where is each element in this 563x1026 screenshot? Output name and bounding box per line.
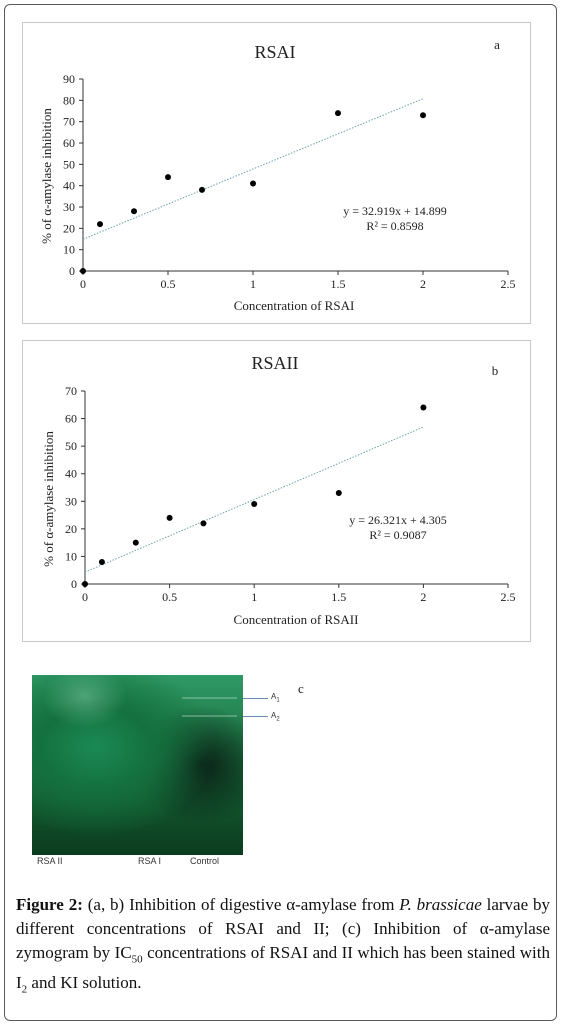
caption-species: P. brassicae bbox=[399, 895, 482, 914]
chart-b-equation: y = 26.321x + 4.305 bbox=[349, 513, 447, 527]
chart-a-data-point bbox=[131, 208, 137, 215]
caption-part-3: concentrations of RSAI and II which has … bbox=[16, 943, 550, 993]
chart-b-svg: RSAII b Concentration of RSAII % of α-am… bbox=[41, 353, 516, 627]
zymogram-band-a1 bbox=[182, 697, 237, 699]
band-a1-pointer bbox=[243, 698, 268, 699]
zymogram-image bbox=[32, 675, 243, 855]
chart-a-plot: 0 0.5 1 1.5 2 2.5 0 10 20 30 40 50 60 70 80 90 bbox=[63, 72, 516, 291]
panel-label-c: c bbox=[298, 681, 304, 696]
lane-label-rsa-ii: RSA II bbox=[37, 856, 63, 866]
chart-b-r-squared: R² = 0.9087 bbox=[369, 528, 426, 542]
chart-b-x-tick-label: 1 bbox=[251, 590, 257, 604]
chart-b-y-tick-label: 0 bbox=[71, 577, 77, 591]
chart-a-y-tick-label: 70 bbox=[63, 115, 75, 129]
chart-b-ylabel: % of α-amylase inhibition bbox=[41, 431, 56, 567]
chart-a-svg: RSAI a Concentration of RSAI % of α-amyl… bbox=[39, 37, 516, 313]
chart-a-x-tick-label: 0 bbox=[80, 277, 86, 291]
chart-b-x-tick-label: 2.5 bbox=[501, 590, 516, 604]
chart-b-data-point bbox=[335, 490, 342, 497]
chart-b-y-tick-label: 20 bbox=[65, 522, 77, 536]
chart-a-xlabel: Concentration of RSAI bbox=[234, 298, 355, 313]
caption-part-4: and KI solution. bbox=[27, 973, 142, 993]
chart-b-y-tick-label: 30 bbox=[65, 494, 77, 508]
chart-b-data-point bbox=[82, 581, 88, 587]
chart-a-y-tick-label: 50 bbox=[63, 157, 75, 171]
band-marker-a2: A2 bbox=[271, 711, 280, 723]
chart-b-y-tick-label: 50 bbox=[65, 439, 77, 453]
caption-ic-subscript: 50 bbox=[131, 953, 143, 966]
chart-b-y-tick-label: 70 bbox=[65, 384, 77, 398]
figure-caption: Figure 2: (a, b) Inhibition of digestive… bbox=[16, 893, 550, 1002]
caption-part-2: larvae by different concentrations of RS… bbox=[16, 895, 550, 962]
chart-a-y-tick-label: 10 bbox=[63, 243, 75, 257]
chart-a-y-tick-label: 30 bbox=[63, 200, 75, 214]
chart-b-y-tick-label: 60 bbox=[65, 412, 77, 426]
chart-a-y-tick-label: 40 bbox=[63, 179, 75, 193]
chart-a-r-squared: R² = 0.8598 bbox=[366, 219, 423, 233]
lane-label-control: Control bbox=[190, 856, 220, 866]
chart-a-data-point bbox=[250, 180, 256, 187]
chart-b-x-tick-label: 1.5 bbox=[331, 590, 346, 604]
chart-a-data-point bbox=[335, 110, 341, 117]
band-a2-pointer bbox=[243, 716, 268, 717]
chart-a-y-tick-label: 0 bbox=[69, 264, 75, 278]
chart-b-data-point bbox=[200, 520, 207, 527]
chart-b-x-tick-label: 0.5 bbox=[162, 590, 177, 604]
caption-part-1: (a, b) Inhibition of digestive α-amylase… bbox=[82, 895, 400, 914]
chart-a-y-tick-label: 60 bbox=[63, 136, 75, 150]
chart-b-data-point bbox=[166, 514, 173, 521]
chart-b-data-point bbox=[251, 501, 258, 508]
chart-b-y-tick-label: 40 bbox=[65, 467, 77, 481]
chart-panel-a: RSAI a Concentration of RSAI % of α-amyl… bbox=[22, 22, 531, 324]
chart-a-y-tick-label: 90 bbox=[63, 72, 75, 86]
chart-a-x-tick-label: 2.5 bbox=[501, 277, 516, 291]
chart-a-data-point bbox=[165, 174, 171, 181]
chart-a-x-tick-label: 1 bbox=[250, 277, 256, 291]
chart-a-data-point bbox=[199, 186, 205, 193]
chart-a-title: RSAI bbox=[254, 42, 295, 62]
chart-b-data-point bbox=[98, 558, 105, 565]
chart-b-data-point bbox=[420, 404, 427, 411]
chart-b-panel-label: b bbox=[492, 363, 499, 378]
zymogram-band-a2 bbox=[182, 715, 237, 717]
chart-a-panel-label: a bbox=[494, 37, 500, 52]
chart-a-ylabel: % of α-amylase inhibition bbox=[39, 108, 54, 244]
chart-b-title: RSAII bbox=[251, 353, 298, 373]
chart-a-x-tick-label: 2 bbox=[420, 277, 426, 291]
chart-a-equation: y = 32.919x + 14.899 bbox=[343, 204, 447, 218]
chart-a-trendline bbox=[82, 98, 424, 240]
chart-b-x-tick-label: 2 bbox=[420, 590, 426, 604]
chart-a-data-point bbox=[80, 268, 86, 274]
chart-a-data-point bbox=[97, 221, 103, 228]
chart-b-xlabel: Concentration of RSAII bbox=[234, 612, 359, 627]
chart-a-x-tick-label: 1.5 bbox=[331, 277, 346, 291]
chart-b-trendline bbox=[84, 426, 424, 573]
chart-a-x-tick-label: 0.5 bbox=[161, 277, 176, 291]
caption-label: Figure 2: bbox=[16, 895, 83, 914]
lane-label-rsa-i: RSA I bbox=[138, 856, 162, 866]
chart-panel-b: RSAII b Concentration of RSAII % of α-am… bbox=[22, 340, 531, 642]
chart-b-y-tick-label: 10 bbox=[65, 549, 77, 563]
chart-b-plot: 0 0.5 1 1.5 2 2.5 0 10 20 30 40 50 60 70 bbox=[65, 384, 516, 604]
chart-a-y-tick-label: 80 bbox=[63, 93, 75, 107]
chart-b-data-point bbox=[132, 539, 139, 546]
band-marker-a1: A1 bbox=[271, 692, 280, 704]
chart-b-x-tick-label: 0 bbox=[82, 590, 88, 604]
caption-i-subscript: 2 bbox=[21, 983, 28, 996]
chart-a-y-tick-label: 20 bbox=[63, 221, 75, 235]
chart-a-data-point bbox=[420, 112, 426, 119]
